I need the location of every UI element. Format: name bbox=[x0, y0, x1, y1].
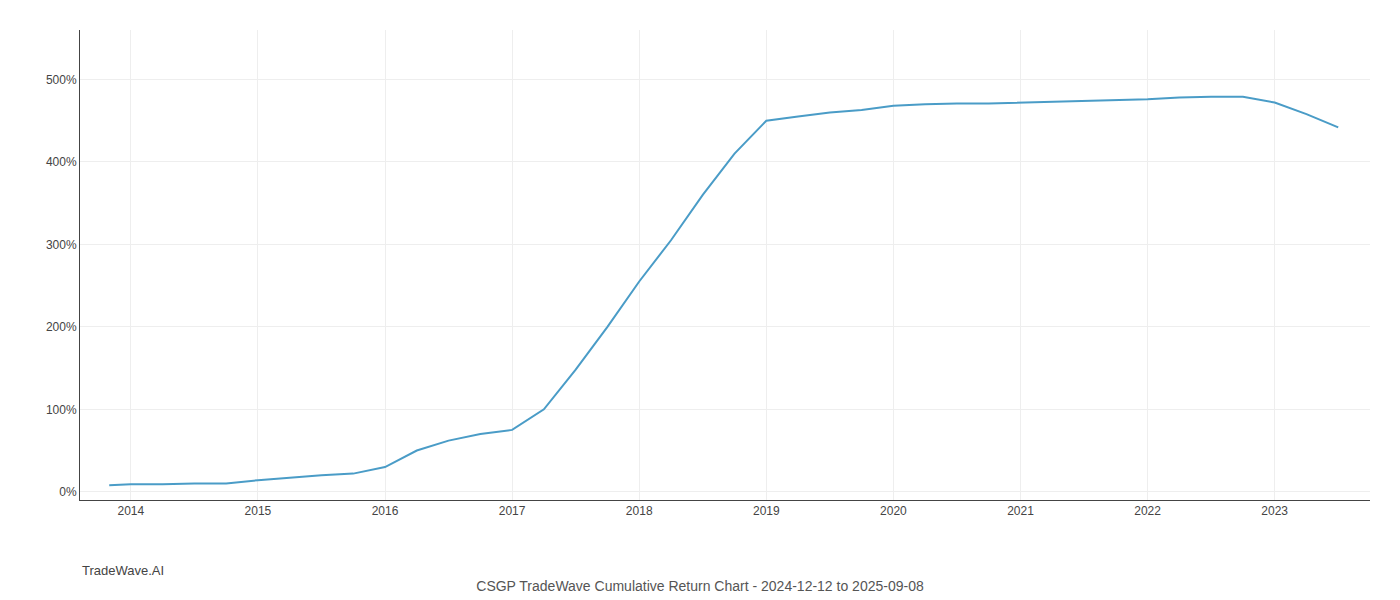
svg-text:2020: 2020 bbox=[880, 504, 907, 518]
svg-text:2022: 2022 bbox=[1134, 504, 1161, 518]
svg-text:2019: 2019 bbox=[753, 504, 780, 518]
svg-text:2018: 2018 bbox=[626, 504, 653, 518]
svg-text:TradeWave.AI: TradeWave.AI bbox=[82, 563, 164, 578]
svg-text:200%: 200% bbox=[46, 320, 77, 334]
svg-text:500%: 500% bbox=[46, 73, 77, 87]
svg-text:2021: 2021 bbox=[1007, 504, 1034, 518]
svg-text:2016: 2016 bbox=[372, 504, 399, 518]
svg-text:CSGP TradeWave Cumulative Retu: CSGP TradeWave Cumulative Return Chart -… bbox=[476, 578, 924, 594]
svg-text:2015: 2015 bbox=[245, 504, 272, 518]
svg-text:400%: 400% bbox=[46, 155, 77, 169]
svg-text:2014: 2014 bbox=[117, 504, 144, 518]
svg-text:100%: 100% bbox=[46, 403, 77, 417]
svg-text:300%: 300% bbox=[46, 238, 77, 252]
svg-text:2023: 2023 bbox=[1261, 504, 1288, 518]
svg-text:0%: 0% bbox=[59, 485, 77, 499]
svg-text:2017: 2017 bbox=[499, 504, 526, 518]
